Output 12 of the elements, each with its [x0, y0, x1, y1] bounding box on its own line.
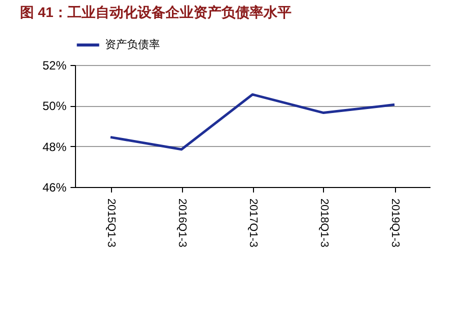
x-tick-label: 2015Q1-3 — [105, 198, 117, 248]
x-tick-label: 2018Q1-3 — [318, 198, 330, 248]
legend-label: 资产负债率 — [105, 38, 160, 51]
y-tick-label: 52% — [42, 58, 67, 72]
y-tick-label: 48% — [42, 140, 67, 154]
line-series — [109, 93, 396, 151]
x-tick-label: 2016Q1-3 — [176, 198, 188, 248]
chart-title: 图 41：工业自动化设备企业资产负债率水平 — [20, 4, 292, 20]
x-tick-label: 2019Q1-3 — [389, 198, 401, 248]
x-tick-label: 2017Q1-3 — [247, 198, 259, 248]
y-tick-label: 50% — [42, 99, 67, 114]
y-tick-label: 46% — [42, 180, 67, 194]
